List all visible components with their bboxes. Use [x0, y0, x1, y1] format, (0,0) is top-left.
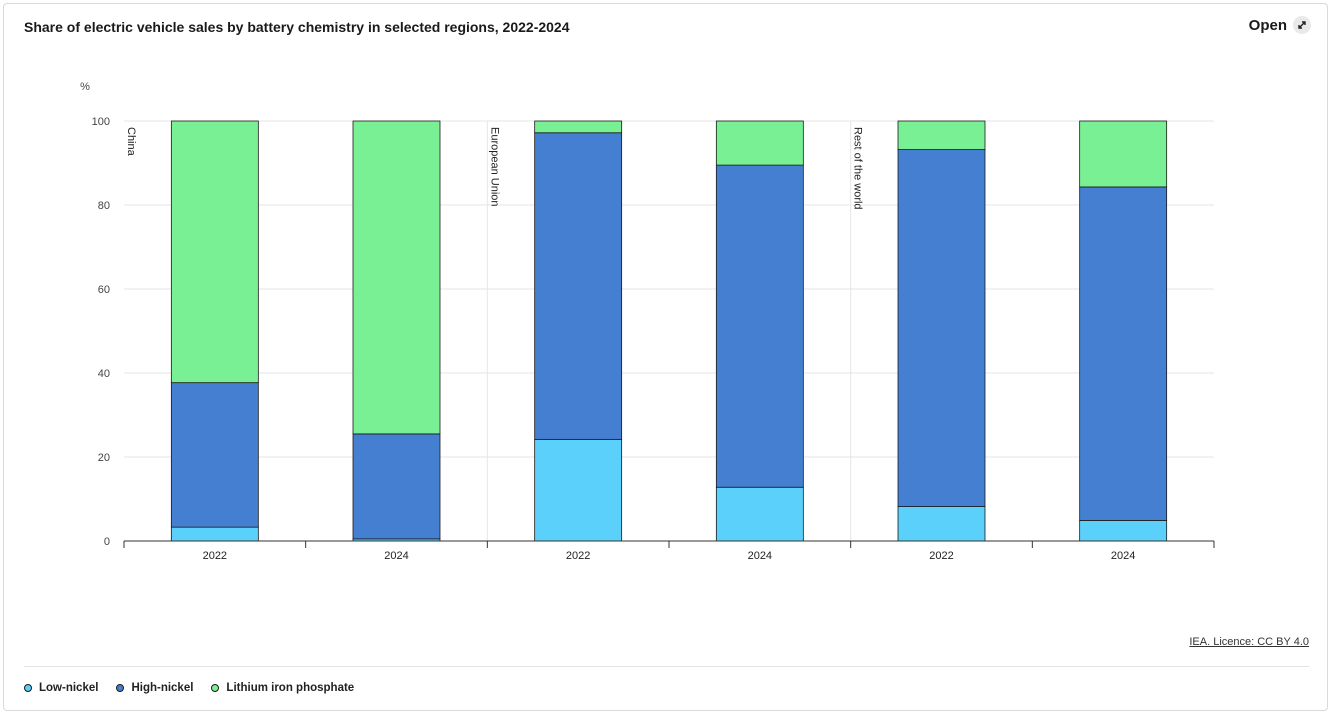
y-axis-unit: %: [80, 81, 90, 93]
legend-divider: [24, 666, 1309, 667]
x-tick-label: 2024: [748, 550, 772, 562]
bar-segment: [715, 486, 804, 542]
y-tick-label: 100: [92, 116, 110, 128]
bar-segment: [715, 120, 804, 166]
bar-segment: [1079, 520, 1168, 542]
bar-segment: [1079, 186, 1168, 521]
bar-segment: [352, 433, 441, 540]
legend-swatch-lfp: [211, 684, 220, 692]
stacked-bar-chart: 0 20 40 60 80 100% China European Union Rest of …: [80, 81, 1215, 562]
group-label: China: [125, 127, 137, 157]
legend-item-high-nickel[interactable]: High-nickel: [116, 682, 193, 694]
bar-segment: [170, 526, 259, 542]
x-tick-label: 2024: [1111, 550, 1135, 562]
legend-label-lfp: Lithium iron phosphate: [226, 682, 355, 694]
bar-segment: [897, 149, 986, 507]
group-label: European Union: [488, 127, 500, 207]
legend-label-high-nickel: High-nickel: [131, 682, 194, 694]
legend-swatch-low-nickel: [24, 684, 32, 692]
x-tick-label: 2022: [203, 550, 227, 562]
expand-arrows-icon: [1293, 16, 1311, 34]
y-tick-label: 20: [98, 452, 110, 464]
y-tick-label: 60: [98, 284, 110, 296]
legend-item-low-nickel[interactable]: Low-nickel: [24, 682, 98, 694]
bar-segment: [1079, 120, 1168, 188]
legend-item-lfp[interactable]: Lithium iron phosphate: [211, 682, 354, 694]
bar-segment: [352, 120, 441, 435]
bar-segment: [715, 164, 804, 488]
bar-segment: [897, 506, 986, 542]
bar-segment: [534, 120, 623, 134]
legend-swatch-high-nickel: [116, 684, 125, 692]
chart-title: Share of electric vehicle sales by batte…: [24, 19, 570, 35]
y-tick-label: 0: [104, 536, 110, 548]
open-label: Open: [1248, 16, 1287, 34]
legend: Low-nickel High-nickel Lithium iron phos…: [24, 682, 354, 694]
bar-segment: [534, 132, 623, 440]
licence-link[interactable]: IEA. Licence: CC BY 4.0: [1189, 636, 1309, 648]
y-tick-label: 40: [98, 368, 110, 380]
y-tick-label: 80: [98, 200, 110, 212]
bar-segment: [170, 120, 259, 384]
x-tick-label: 2022: [929, 550, 953, 562]
bar-segment: [897, 120, 986, 150]
open-button[interactable]: Open: [1249, 16, 1311, 34]
legend-label-low-nickel: Low-nickel: [39, 682, 99, 694]
bar-segment: [534, 438, 623, 542]
bar-segment: [170, 382, 259, 528]
x-tick-label: 2022: [566, 550, 590, 562]
group-label: Rest of the world: [852, 127, 864, 210]
x-tick-label: 2024: [384, 550, 408, 562]
